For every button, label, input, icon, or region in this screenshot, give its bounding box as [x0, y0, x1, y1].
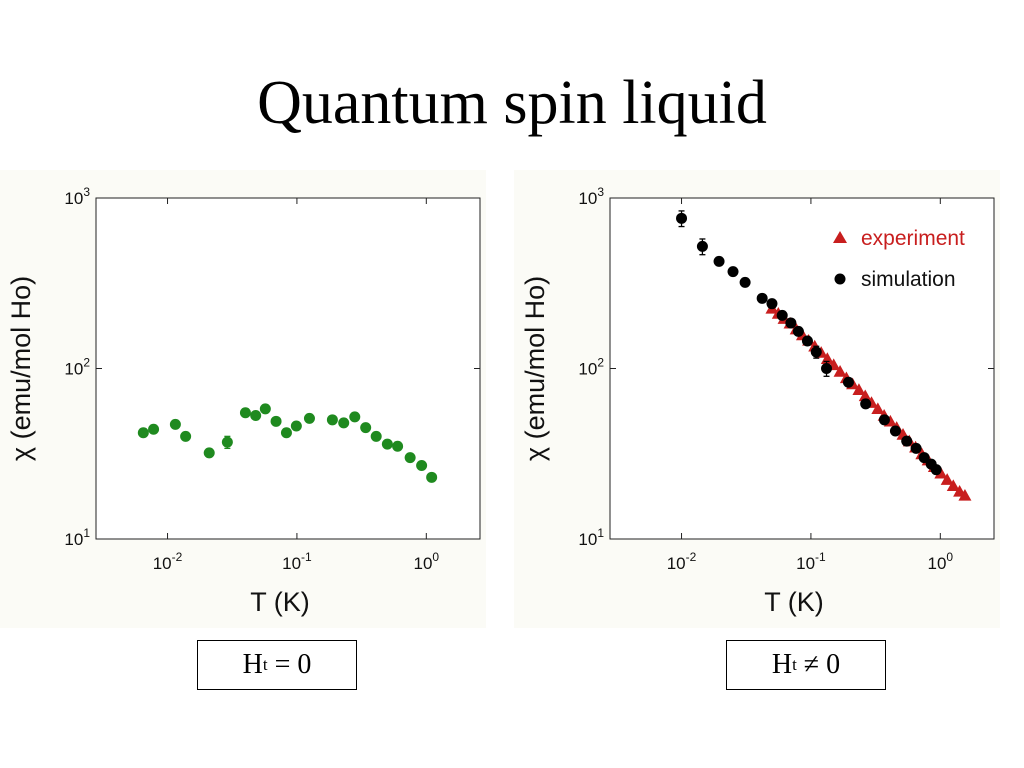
x-axis-label: T (K) — [764, 587, 824, 617]
plot-frame — [95, 197, 481, 540]
y-tick-label: 101 — [578, 526, 604, 549]
data-point — [852, 383, 866, 396]
legend-marker-circle — [834, 273, 846, 285]
y-tick-label: 102 — [578, 356, 604, 379]
legend-label: experiment — [861, 227, 965, 250]
data-point — [833, 365, 847, 377]
y-axis-label: χ (emu/mol Ho) — [6, 276, 36, 461]
data-point — [739, 276, 751, 288]
data-point — [381, 438, 393, 450]
x-tick-label: 100 — [928, 550, 954, 573]
x-tick-label: 10-1 — [282, 550, 312, 573]
caption-rest: ≠ 0 — [796, 649, 841, 680]
data-point — [137, 427, 149, 439]
caption-main: H — [771, 649, 793, 680]
data-point — [676, 212, 688, 224]
legend: experiment simulation — [833, 227, 965, 291]
data-point — [326, 414, 338, 426]
data-point — [766, 298, 778, 310]
data-point — [810, 346, 822, 358]
data-point — [169, 418, 181, 430]
data-point — [930, 464, 942, 476]
x-tick-label: 100 — [414, 550, 440, 573]
legend-label: simulation — [861, 268, 956, 291]
data-point — [821, 363, 833, 374]
data-point — [338, 417, 350, 429]
data-point — [940, 473, 954, 485]
data-point — [280, 427, 292, 439]
series-simulation — [676, 210, 942, 476]
susceptibility-chart-left: 10-2 10-1 100 101 102 103 T (K) χ (emu/mol Ho) — [6, 185, 481, 617]
y-tick-label: 103 — [64, 185, 90, 208]
y-tick-label: 103 — [578, 185, 604, 208]
y-tick-label: 102 — [64, 356, 90, 379]
data-point — [290, 420, 302, 432]
data-point — [801, 335, 813, 347]
data-point — [180, 430, 192, 442]
data-point — [756, 292, 768, 304]
data-point — [696, 240, 708, 252]
data-point — [713, 255, 725, 267]
data-point — [858, 389, 872, 402]
susceptibility-chart-right: 10-2 10-1 100 101 102 103 T (K) χ (emu/mol Ho) e… — [520, 185, 995, 617]
series-series-0 — [137, 403, 438, 483]
data-point — [776, 309, 788, 321]
data-point — [303, 412, 315, 424]
data-point — [370, 430, 382, 442]
data-point — [727, 266, 739, 278]
data-point — [871, 402, 885, 415]
x-tick-label: 10-2 — [153, 550, 183, 573]
data-point — [250, 410, 262, 422]
data-point — [221, 436, 233, 448]
data-point — [416, 459, 428, 471]
data-point — [360, 422, 372, 434]
data-point — [203, 447, 215, 459]
data-point — [842, 376, 854, 388]
chart-panel-right: 10-2 10-1 100 101 102 103 T (K) χ (emu/mol Ho) e… — [514, 170, 1000, 628]
data-point — [792, 325, 804, 337]
data-point — [239, 407, 251, 419]
x-axis-label: T (K) — [250, 587, 310, 617]
data-point — [958, 488, 972, 501]
data-point — [404, 452, 416, 464]
caption-main: H — [242, 649, 263, 680]
data-point — [785, 317, 797, 329]
chart-panel-left: 10-2 10-1 100 101 102 103 T (K) χ (emu/mol Ho) — [0, 170, 486, 628]
data-point — [901, 435, 913, 447]
data-point — [878, 414, 890, 426]
data-point — [918, 452, 930, 464]
data-point — [148, 423, 160, 435]
x-tick-label: 10-1 — [796, 550, 826, 573]
data-point — [426, 471, 438, 483]
legend-marker-triangle — [833, 231, 847, 243]
data-point — [270, 415, 282, 427]
caption-subscript: t — [792, 655, 797, 674]
data-point — [946, 479, 960, 492]
caption-subscript: t — [262, 655, 268, 674]
data-point — [392, 440, 404, 452]
page-title: Quantum spin liquid — [257, 69, 767, 137]
data-point — [860, 398, 872, 410]
data-point — [910, 442, 922, 454]
caption-rest: = 0 — [267, 649, 312, 680]
y-axis-label: χ (emu/mol Ho) — [520, 276, 550, 461]
data-point — [259, 403, 271, 415]
y-tick-label: 101 — [64, 526, 90, 549]
x-tick-label: 10-2 — [667, 550, 697, 573]
data-point — [349, 411, 361, 423]
data-point — [889, 425, 901, 437]
plot-frame — [609, 197, 995, 540]
